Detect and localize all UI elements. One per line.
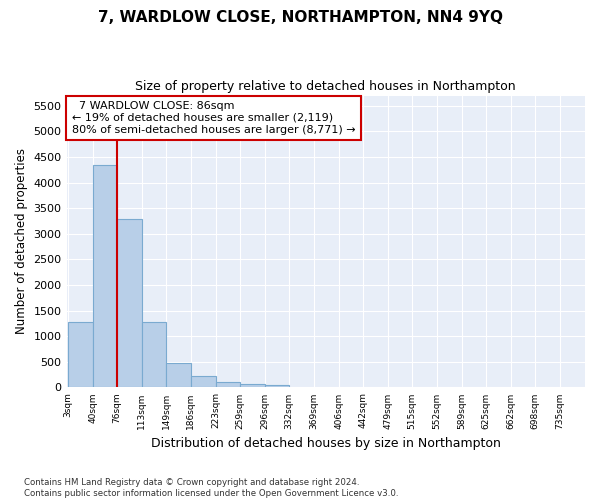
- Y-axis label: Number of detached properties: Number of detached properties: [15, 148, 28, 334]
- Bar: [142, 322, 166, 388]
- Bar: [265, 384, 289, 388]
- Bar: [166, 363, 191, 388]
- Bar: [68, 322, 93, 388]
- Bar: [240, 384, 265, 388]
- Bar: [117, 220, 142, 388]
- Title: Size of property relative to detached houses in Northampton: Size of property relative to detached ho…: [136, 80, 516, 93]
- X-axis label: Distribution of detached houses by size in Northampton: Distribution of detached houses by size …: [151, 437, 501, 450]
- Bar: [93, 164, 117, 388]
- Bar: [191, 376, 216, 388]
- Bar: [216, 382, 240, 388]
- Text: 7 WARDLOW CLOSE: 86sqm  
← 19% of detached houses are smaller (2,119)
80% of sem: 7 WARDLOW CLOSE: 86sqm ← 19% of detached…: [72, 102, 355, 134]
- Text: Contains HM Land Registry data © Crown copyright and database right 2024.
Contai: Contains HM Land Registry data © Crown c…: [24, 478, 398, 498]
- Text: 7, WARDLOW CLOSE, NORTHAMPTON, NN4 9YQ: 7, WARDLOW CLOSE, NORTHAMPTON, NN4 9YQ: [97, 10, 503, 25]
